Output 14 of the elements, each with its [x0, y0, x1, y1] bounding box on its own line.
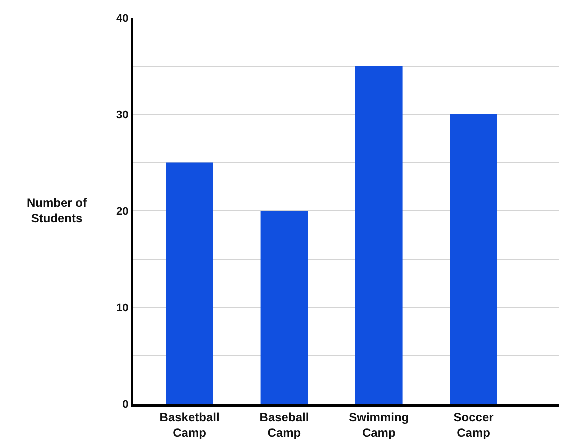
y-tick-label: 30 [116, 109, 129, 122]
y-axis-title: Number of Students [27, 196, 88, 226]
bar [260, 211, 308, 404]
y-tick-label: 10 [116, 302, 129, 314]
bar [166, 162, 214, 404]
y-tick-label: 20 [116, 206, 129, 218]
x-tick-label: Soccer Camp [454, 410, 494, 440]
y-tick-label: 40 [116, 12, 129, 25]
y-tick-label: 0 [122, 398, 129, 411]
x-tick-label: Baseball Camp [260, 410, 310, 440]
x-tick-label: Basketball Camp [160, 410, 220, 440]
bar [355, 66, 403, 404]
x-tick-label: Swimming Camp [349, 410, 410, 440]
bar [450, 114, 498, 404]
